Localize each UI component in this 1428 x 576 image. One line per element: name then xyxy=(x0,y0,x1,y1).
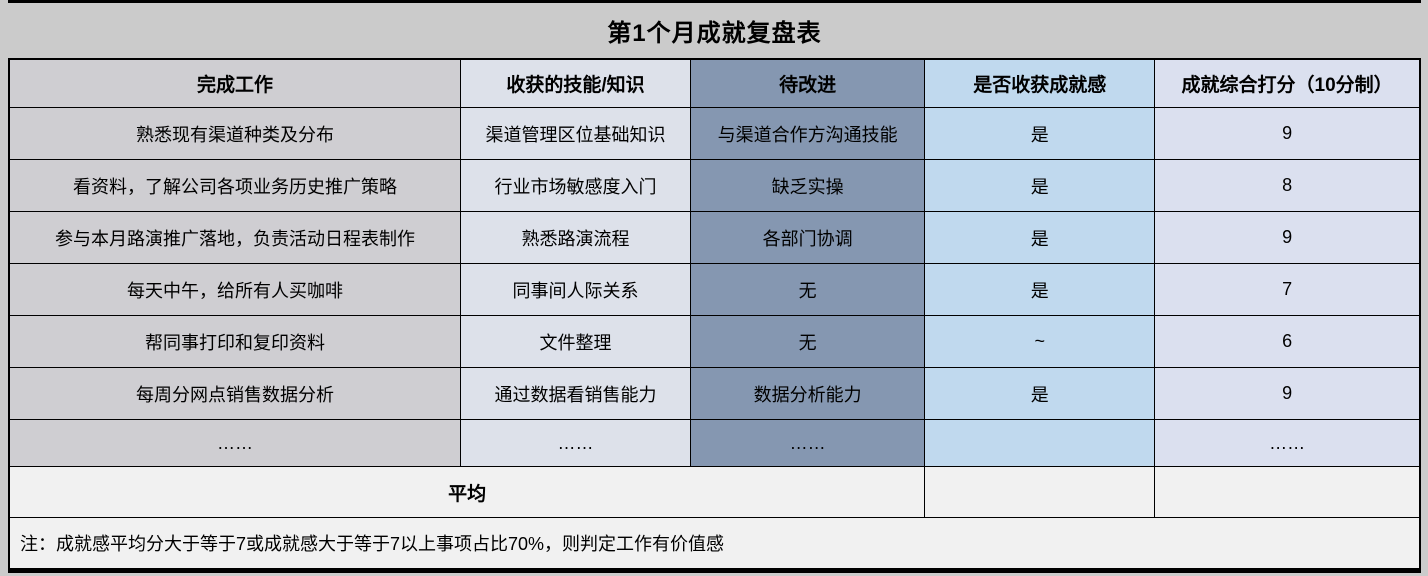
cell-to-improve: 数据分析能力 xyxy=(689,367,926,420)
average-row: 平均 xyxy=(8,466,1421,518)
cell-achievement-felt: ~ xyxy=(924,315,1156,368)
cell-skills-gained: 熟悉路演流程 xyxy=(460,211,691,264)
cell-overall-score: 7 xyxy=(1154,263,1421,316)
cell-overall-score: 6 xyxy=(1154,315,1421,368)
footnote-text: 注：成就感平均分大于等于7或成就感大于等于7以上事项占比70%，则判定工作有价值… xyxy=(8,517,1421,573)
table-row: 参与本月路演推广落地，负责活动日程表制作 熟悉路演流程 各部门协调 是 9 xyxy=(8,211,1421,264)
page-title: 第1个月成就复盘表 xyxy=(8,0,1421,58)
cell-completed-work: 每周分网点销售数据分析 xyxy=(8,367,462,420)
cell-overall-score: 9 xyxy=(1154,211,1421,264)
cell-skills-gained: 通过数据看销售能力 xyxy=(460,367,691,420)
table-row: 帮同事打印和复印资料 文件整理 无 ~ 6 xyxy=(8,315,1421,368)
cell-skills-gained: 同事间人际关系 xyxy=(460,263,691,316)
cell-skills-gained: 行业市场敏感度入门 xyxy=(460,159,691,212)
table-row: 看资料，了解公司各项业务历史推广策略 行业市场敏感度入门 缺乏实操 是 8 xyxy=(8,159,1421,212)
cell-completed-work: 每天中午，给所有人买咖啡 xyxy=(8,263,462,316)
average-label: 平均 xyxy=(8,466,926,518)
header-overall-score: 成就综合打分（10分制） xyxy=(1154,58,1421,108)
header-completed-work: 完成工作 xyxy=(8,58,462,108)
table-row: 每天中午，给所有人买咖啡 同事间人际关系 无 是 7 xyxy=(8,263,1421,316)
cell-completed-work: 参与本月路演推广落地，负责活动日程表制作 xyxy=(8,211,462,264)
cell-achievement-felt xyxy=(924,419,1156,467)
table-row: 每周分网点销售数据分析 通过数据看销售能力 数据分析能力 是 9 xyxy=(8,367,1421,420)
header-skills-gained: 收获的技能/知识 xyxy=(460,58,691,108)
cell-to-improve: …… xyxy=(689,419,926,467)
cell-completed-work: 熟悉现有渠道种类及分布 xyxy=(8,107,462,160)
cell-completed-work: 看资料，了解公司各项业务历史推广策略 xyxy=(8,159,462,212)
cell-to-improve: 与渠道合作方沟通技能 xyxy=(689,107,926,160)
footnote-row: 注：成就感平均分大于等于7或成就感大于等于7以上事项占比70%，则判定工作有价值… xyxy=(8,517,1421,573)
header-achievement-felt: 是否收获成就感 xyxy=(924,58,1156,108)
average-score-cell xyxy=(1154,466,1421,518)
cell-overall-score: 9 xyxy=(1154,367,1421,420)
review-table: 完成工作 收获的技能/知识 待改进 是否收获成就感 成就综合打分（10分制） 熟… xyxy=(8,58,1421,573)
cell-overall-score: 8 xyxy=(1154,159,1421,212)
cell-completed-work: 帮同事打印和复印资料 xyxy=(8,315,462,368)
cell-achievement-felt: 是 xyxy=(924,107,1156,160)
table-row: 熟悉现有渠道种类及分布 渠道管理区位基础知识 与渠道合作方沟通技能 是 9 xyxy=(8,107,1421,160)
cell-to-improve: 无 xyxy=(689,263,926,316)
average-achievement-cell xyxy=(924,466,1156,518)
cell-completed-work: …… xyxy=(8,419,462,467)
cell-achievement-felt: 是 xyxy=(924,211,1156,264)
header-row: 完成工作 收获的技能/知识 待改进 是否收获成就感 成就综合打分（10分制） xyxy=(8,58,1421,108)
cell-achievement-felt: 是 xyxy=(924,263,1156,316)
cell-to-improve: 各部门协调 xyxy=(689,211,926,264)
cell-to-improve: 无 xyxy=(689,315,926,368)
cell-achievement-felt: 是 xyxy=(924,367,1156,420)
cell-skills-gained: …… xyxy=(460,419,691,467)
cell-overall-score: 9 xyxy=(1154,107,1421,160)
header-to-improve: 待改进 xyxy=(689,58,926,108)
cell-overall-score: …… xyxy=(1154,419,1421,467)
cell-to-improve: 缺乏实操 xyxy=(689,159,926,212)
cell-achievement-felt: 是 xyxy=(924,159,1156,212)
cell-skills-gained: 文件整理 xyxy=(460,315,691,368)
table-row-ellipsis: …… …… …… …… xyxy=(8,419,1421,467)
cell-skills-gained: 渠道管理区位基础知识 xyxy=(460,107,691,160)
